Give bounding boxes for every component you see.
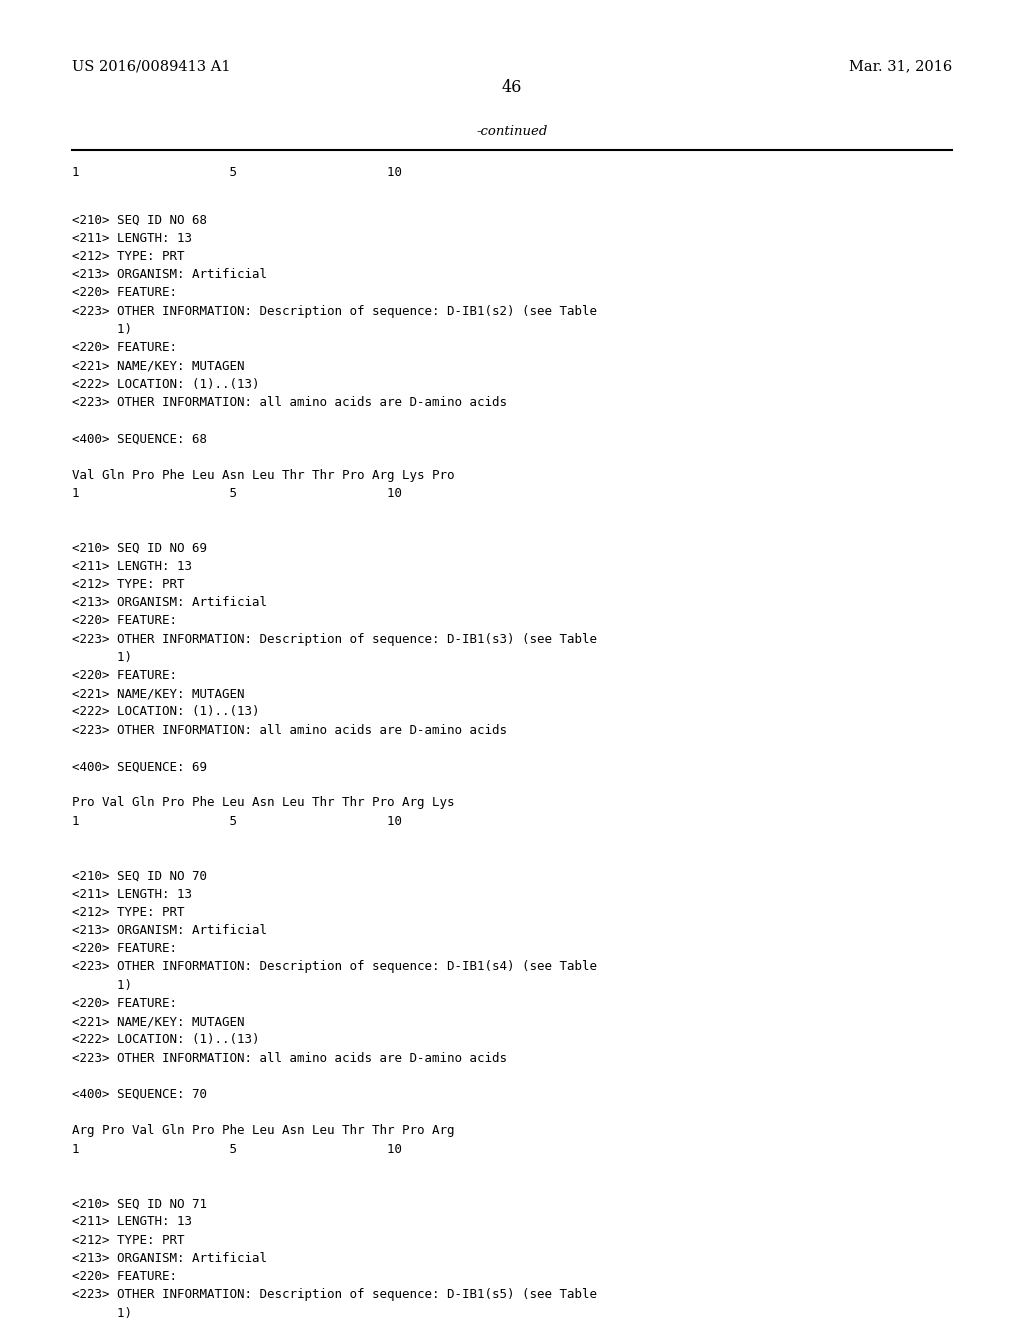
Text: <211> LENGTH: 13: <211> LENGTH: 13 (72, 560, 191, 573)
Text: <223> OTHER INFORMATION: all amino acids are D-amino acids: <223> OTHER INFORMATION: all amino acids… (72, 396, 507, 409)
Text: 46: 46 (502, 79, 522, 96)
Text: <220> FEATURE:: <220> FEATURE: (72, 942, 177, 956)
Text: 1                    5                    10: 1 5 10 (72, 1143, 401, 1155)
Text: <223> OTHER INFORMATION: all amino acids are D-amino acids: <223> OTHER INFORMATION: all amino acids… (72, 723, 507, 737)
Text: <222> LOCATION: (1)..(13): <222> LOCATION: (1)..(13) (72, 705, 259, 718)
Text: <400> SEQUENCE: 69: <400> SEQUENCE: 69 (72, 760, 207, 774)
Text: <211> LENGTH: 13: <211> LENGTH: 13 (72, 232, 191, 244)
Text: <220> FEATURE:: <220> FEATURE: (72, 997, 177, 1010)
Text: <222> LOCATION: (1)..(13): <222> LOCATION: (1)..(13) (72, 378, 259, 391)
Text: <220> FEATURE:: <220> FEATURE: (72, 669, 177, 682)
Text: <220> FEATURE:: <220> FEATURE: (72, 614, 177, 627)
Text: <222> LOCATION: (1)..(13): <222> LOCATION: (1)..(13) (72, 1034, 259, 1047)
Text: Val Gln Pro Phe Leu Asn Leu Thr Thr Pro Arg Lys Pro: Val Gln Pro Phe Leu Asn Leu Thr Thr Pro … (72, 469, 455, 482)
Text: <220> FEATURE:: <220> FEATURE: (72, 1270, 177, 1283)
Text: <400> SEQUENCE: 70: <400> SEQUENCE: 70 (72, 1088, 207, 1101)
Text: <223> OTHER INFORMATION: all amino acids are D-amino acids: <223> OTHER INFORMATION: all amino acids… (72, 1052, 507, 1064)
Text: <211> LENGTH: 13: <211> LENGTH: 13 (72, 1216, 191, 1229)
Text: <223> OTHER INFORMATION: Description of sequence: D-IB1(s5) (see Table: <223> OTHER INFORMATION: Description of … (72, 1288, 597, 1302)
Text: <213> ORGANISM: Artificial: <213> ORGANISM: Artificial (72, 924, 266, 937)
Text: <221> NAME/KEY: MUTAGEN: <221> NAME/KEY: MUTAGEN (72, 688, 244, 700)
Text: <212> TYPE: PRT: <212> TYPE: PRT (72, 1234, 184, 1246)
Text: <220> FEATURE:: <220> FEATURE: (72, 286, 177, 300)
Text: -continued: -continued (476, 125, 548, 139)
Text: US 2016/0089413 A1: US 2016/0089413 A1 (72, 59, 230, 74)
Text: 1                    5                    10: 1 5 10 (72, 814, 401, 828)
Text: <210> SEQ ID NO 71: <210> SEQ ID NO 71 (72, 1197, 207, 1210)
Text: <223> OTHER INFORMATION: Description of sequence: D-IB1(s2) (see Table: <223> OTHER INFORMATION: Description of … (72, 305, 597, 318)
Text: <211> LENGTH: 13: <211> LENGTH: 13 (72, 887, 191, 900)
Text: 1                    5                    10: 1 5 10 (72, 487, 401, 500)
Text: 1): 1) (72, 978, 132, 991)
Text: <400> SEQUENCE: 68: <400> SEQUENCE: 68 (72, 432, 207, 445)
Text: 1                    5                    10: 1 5 10 (72, 166, 401, 180)
Text: <210> SEQ ID NO 68: <210> SEQ ID NO 68 (72, 214, 207, 227)
Text: 1): 1) (72, 651, 132, 664)
Text: <221> NAME/KEY: MUTAGEN: <221> NAME/KEY: MUTAGEN (72, 1015, 244, 1028)
Text: <213> ORGANISM: Artificial: <213> ORGANISM: Artificial (72, 1251, 266, 1265)
Text: <223> OTHER INFORMATION: Description of sequence: D-IB1(s3) (see Table: <223> OTHER INFORMATION: Description of … (72, 632, 597, 645)
Text: <212> TYPE: PRT: <212> TYPE: PRT (72, 578, 184, 591)
Text: Arg Pro Val Gln Pro Phe Leu Asn Leu Thr Thr Pro Arg: Arg Pro Val Gln Pro Phe Leu Asn Leu Thr … (72, 1125, 455, 1138)
Text: 1): 1) (72, 1307, 132, 1320)
Text: <223> OTHER INFORMATION: Description of sequence: D-IB1(s4) (see Table: <223> OTHER INFORMATION: Description of … (72, 961, 597, 973)
Text: <210> SEQ ID NO 70: <210> SEQ ID NO 70 (72, 870, 207, 882)
Text: Mar. 31, 2016: Mar. 31, 2016 (849, 59, 952, 74)
Text: <210> SEQ ID NO 69: <210> SEQ ID NO 69 (72, 541, 207, 554)
Text: <212> TYPE: PRT: <212> TYPE: PRT (72, 906, 184, 919)
Text: <221> NAME/KEY: MUTAGEN: <221> NAME/KEY: MUTAGEN (72, 359, 244, 372)
Text: Pro Val Gln Pro Phe Leu Asn Leu Thr Thr Pro Arg Lys: Pro Val Gln Pro Phe Leu Asn Leu Thr Thr … (72, 796, 455, 809)
Text: 1): 1) (72, 323, 132, 335)
Text: <213> ORGANISM: Artificial: <213> ORGANISM: Artificial (72, 597, 266, 609)
Text: <213> ORGANISM: Artificial: <213> ORGANISM: Artificial (72, 268, 266, 281)
Text: <212> TYPE: PRT: <212> TYPE: PRT (72, 249, 184, 263)
Text: <220> FEATURE:: <220> FEATURE: (72, 341, 177, 354)
